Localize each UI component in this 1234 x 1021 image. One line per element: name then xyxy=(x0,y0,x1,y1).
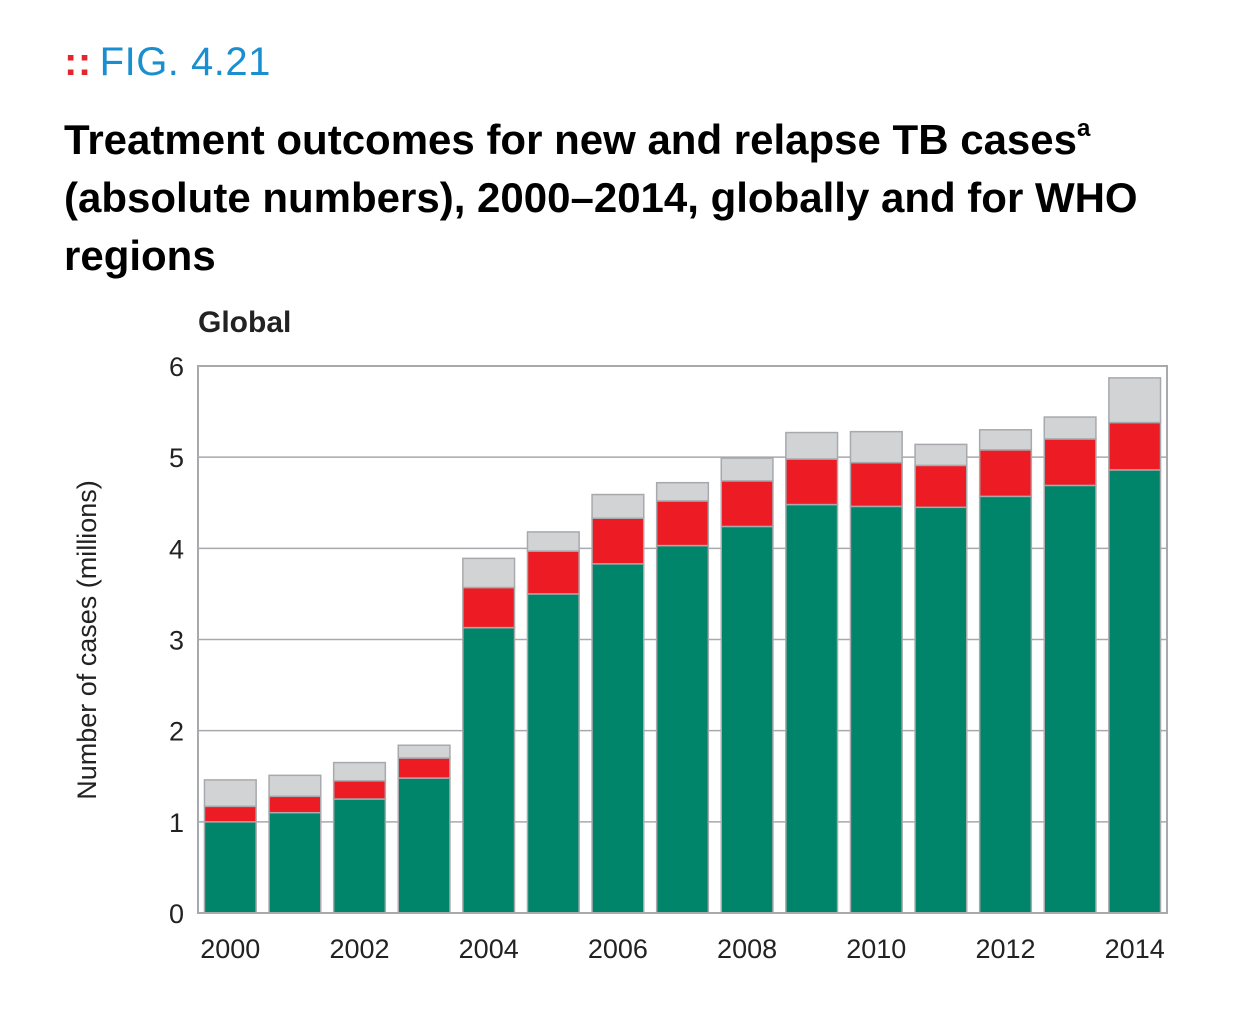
bar-2006-segment-3 xyxy=(591,493,645,519)
bar-2000-segment-3 xyxy=(203,779,257,808)
bar-2001-segment-1 xyxy=(268,811,322,914)
bar-2014-segment-3 xyxy=(1108,377,1162,424)
bar-2002 xyxy=(332,761,387,914)
bar-2007-segment-1 xyxy=(655,544,710,914)
bar-2010-segment-3 xyxy=(849,430,903,464)
figure-label: :: FIG. 4.21 xyxy=(64,42,271,82)
bar-2001-segment-3 xyxy=(268,774,322,798)
bar-2013-segment-3 xyxy=(1043,416,1097,440)
bar-2009-segment-3 xyxy=(785,431,839,460)
y-tick-label-3: 3 xyxy=(169,626,184,656)
x-tick-label-2014: 2014 xyxy=(1105,934,1165,964)
chart-title: Global xyxy=(198,306,291,339)
x-tick-label-2002: 2002 xyxy=(329,934,389,964)
bar-2002-segment-3 xyxy=(332,761,387,782)
x-tick-label-2012: 2012 xyxy=(975,934,1035,964)
bar-2007-segment-2 xyxy=(655,500,710,547)
x-tick-label-2006: 2006 xyxy=(588,934,648,964)
bar-2003-segment-1 xyxy=(397,777,451,914)
bar-2008-segment-2 xyxy=(720,480,774,528)
x-tick-label-2004: 2004 xyxy=(459,934,519,964)
figure-title: Treatment outcomes for new and relapse T… xyxy=(64,100,1184,285)
bar-2014-segment-1 xyxy=(1108,469,1162,914)
bar-2009 xyxy=(785,431,839,914)
figure-marker-icon: :: xyxy=(64,40,92,84)
y-tick-label-4: 4 xyxy=(169,534,184,564)
bar-2003-segment-2 xyxy=(397,757,451,779)
bar-2008-segment-1 xyxy=(720,525,774,914)
bar-2004-segment-3 xyxy=(462,557,516,589)
figure-number: FIG. 4.21 xyxy=(99,40,271,84)
bar-2004-segment-1 xyxy=(462,626,516,914)
bar-2005-segment-2 xyxy=(526,550,580,595)
bar-2000 xyxy=(203,779,257,914)
bar-2008-segment-3 xyxy=(720,457,774,482)
x-tick-label-2010: 2010 xyxy=(846,934,906,964)
y-axis-label: Number of cases (millions) xyxy=(72,480,102,800)
x-tick-labels: 2000 2002 2004 2006 2008 2010 2012 2014 xyxy=(200,934,1164,964)
y-tick-label-0: 0 xyxy=(169,899,184,929)
x-tick-label-2000: 2000 xyxy=(200,934,260,964)
bar-2002-segment-1 xyxy=(332,798,387,914)
bar-2006 xyxy=(591,493,645,914)
y-tick-label-6: 6 xyxy=(169,352,184,382)
bar-2012-segment-3 xyxy=(978,429,1033,451)
bar-2009-segment-2 xyxy=(785,458,839,506)
bar-2007-segment-3 xyxy=(655,481,710,502)
bar-2010 xyxy=(849,430,903,914)
bar-2012-segment-1 xyxy=(978,495,1033,914)
bar-2000-segment-2 xyxy=(203,805,257,823)
bar-2006-segment-2 xyxy=(591,517,645,565)
bar-2011-segment-2 xyxy=(914,464,968,509)
bar-2014-segment-2 xyxy=(1108,421,1162,471)
bars xyxy=(203,377,1162,914)
bar-2004-segment-2 xyxy=(462,586,516,629)
bar-2005-segment-1 xyxy=(526,593,580,914)
y-tick-label-2: 2 xyxy=(169,717,184,747)
bar-2007 xyxy=(655,481,710,914)
bar-2002-segment-2 xyxy=(332,780,387,800)
y-tick-label-5: 5 xyxy=(169,443,184,473)
bar-2000-segment-1 xyxy=(203,821,257,914)
bar-2005-segment-3 xyxy=(526,531,580,552)
bar-2013 xyxy=(1043,416,1097,914)
bar-2001-segment-2 xyxy=(268,795,322,814)
bar-2010-segment-1 xyxy=(849,505,903,914)
bar-2011 xyxy=(914,443,968,914)
bar-2012-segment-2 xyxy=(978,449,1033,498)
y-tick-labels: 0 1 2 3 4 5 6 xyxy=(169,352,184,929)
bar-2005 xyxy=(526,531,580,914)
bar-2013-segment-1 xyxy=(1043,484,1097,914)
title-footnote-marker: a xyxy=(1077,115,1091,142)
x-tick-label-2008: 2008 xyxy=(717,934,777,964)
bar-2004 xyxy=(462,557,516,914)
bar-2012 xyxy=(978,429,1033,914)
bar-2013-segment-2 xyxy=(1043,438,1097,487)
bar-2008 xyxy=(720,457,774,914)
bar-2006-segment-1 xyxy=(591,563,645,914)
bar-2009-segment-1 xyxy=(785,503,839,914)
bar-2001 xyxy=(268,774,322,914)
figure-title-line2: (absolute numbers), 2000–2014, globally … xyxy=(64,174,1138,279)
bar-2011-segment-3 xyxy=(914,443,968,467)
bar-2011-segment-1 xyxy=(914,506,968,914)
bar-2014 xyxy=(1108,377,1162,914)
bar-2003-segment-3 xyxy=(397,744,451,759)
plot-frame xyxy=(197,365,1168,914)
y-tick-label-1: 1 xyxy=(169,808,184,838)
figure-title-line1: Treatment outcomes for new and relapse T… xyxy=(64,116,1078,163)
bar-2003 xyxy=(397,744,451,914)
bar-2010-segment-2 xyxy=(849,461,903,508)
